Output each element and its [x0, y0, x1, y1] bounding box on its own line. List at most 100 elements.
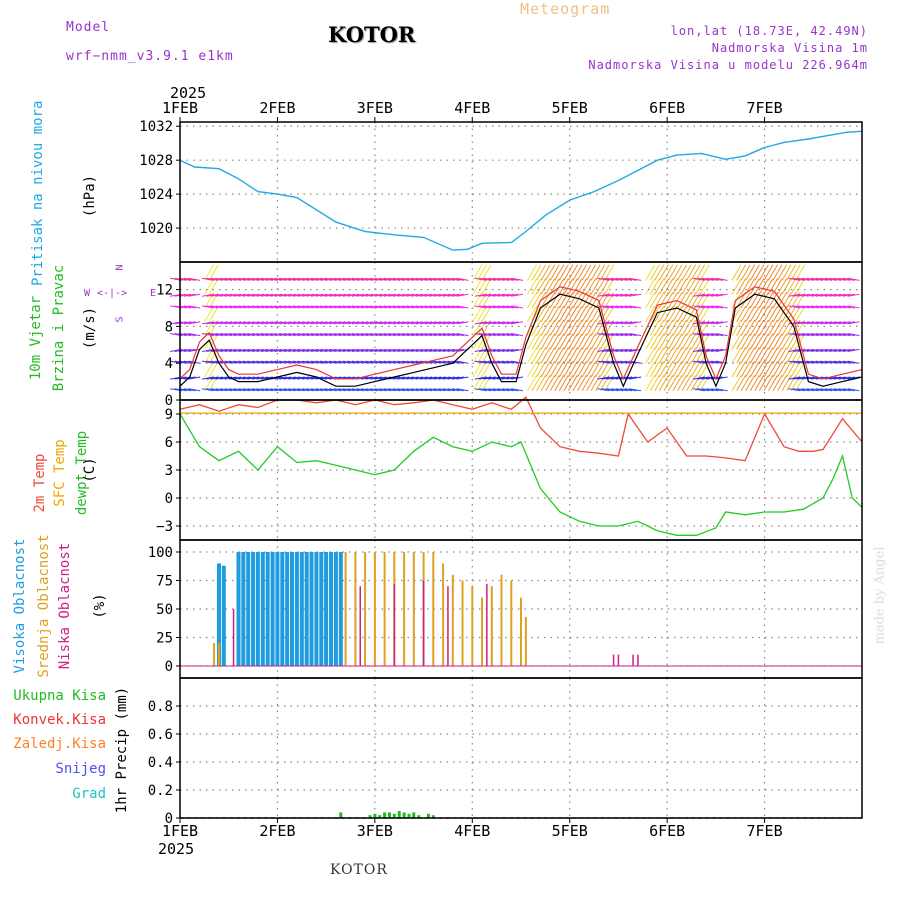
wind-barb	[786, 264, 797, 281]
wind-barb	[527, 305, 537, 323]
wind-barb	[251, 348, 264, 352]
wind-barb	[699, 333, 710, 350]
wind-barb	[711, 305, 724, 309]
wind-barb	[563, 333, 574, 350]
high-cloud-bar	[294, 552, 299, 666]
wind-barb	[215, 333, 228, 337]
wind-barb	[220, 321, 233, 325]
wind-barb	[247, 305, 260, 309]
wind-barb	[406, 321, 419, 325]
wind-barb	[211, 376, 223, 380]
wind-barb	[554, 264, 565, 281]
mid-cloud-bar	[344, 552, 347, 666]
wind-barb	[672, 305, 683, 323]
y-tick-label: 1024	[139, 187, 173, 203]
wind-barb	[501, 388, 514, 392]
wind-barb	[488, 388, 501, 392]
wind-barb	[365, 277, 378, 281]
wind-barb	[749, 264, 760, 281]
wind-barb	[256, 333, 269, 337]
wind-barb	[677, 264, 687, 281]
wind-barb	[777, 361, 788, 378]
wind-barb	[215, 388, 228, 392]
wind-barb	[265, 293, 278, 297]
wind-barb	[620, 388, 633, 392]
wind-barb	[429, 376, 442, 380]
wind-barb	[549, 264, 560, 281]
wind-barb	[361, 376, 373, 380]
wind-barb	[806, 333, 819, 337]
wind-barb	[792, 333, 805, 337]
wind-barb	[572, 278, 583, 295]
wind-barb	[692, 333, 705, 337]
wind-barb	[602, 360, 614, 364]
wind-barb	[581, 374, 592, 392]
wind-barb	[506, 348, 519, 352]
wind-barb	[511, 305, 524, 309]
wind-barb	[265, 333, 278, 337]
wind-barb	[397, 333, 410, 337]
wind-barb	[374, 360, 387, 364]
wind-barb	[179, 388, 192, 392]
wind-barb	[715, 376, 728, 380]
wind-barb	[279, 376, 292, 380]
wind-barb	[763, 305, 774, 323]
wind-barb	[690, 264, 701, 281]
wind-barb	[677, 305, 687, 323]
wind-barb	[806, 348, 819, 352]
wind-barb	[301, 305, 314, 309]
wind-barb	[224, 360, 237, 364]
wind-barb	[658, 333, 669, 350]
wind-barb	[604, 264, 615, 281]
wind-barb	[527, 347, 537, 364]
wind-barb	[261, 388, 273, 392]
wind-barb	[781, 319, 792, 336]
wind-barb	[624, 277, 637, 281]
wind-barb	[406, 348, 419, 352]
wind-barb	[361, 321, 373, 325]
wind-barb	[424, 305, 437, 309]
wind-barb	[201, 360, 214, 364]
wind-barb	[829, 305, 842, 309]
mid-cloud-bar	[451, 574, 454, 666]
low-cloud-bar	[632, 654, 634, 666]
wind-barb	[736, 333, 747, 350]
wind-barb	[251, 321, 264, 325]
wind-barb	[668, 333, 678, 350]
wind-barb	[731, 361, 742, 378]
mid-cloud-bar	[218, 643, 220, 666]
wind-barb	[472, 361, 483, 378]
wind-barb	[288, 293, 301, 297]
wind-barb	[754, 305, 765, 323]
high-cloud-bar	[329, 552, 333, 666]
wind-barb	[361, 333, 373, 337]
wind-barb	[429, 333, 442, 337]
mid-cloud-bar	[354, 552, 357, 666]
wind-barb	[497, 321, 510, 325]
wind-barb	[620, 293, 633, 297]
wind-barb	[338, 305, 351, 309]
high-cloud-bar	[304, 552, 309, 666]
wind-barb	[842, 333, 855, 337]
panel-frame	[179, 261, 863, 401]
wind-barb	[365, 321, 378, 325]
wind-barb	[311, 293, 323, 297]
wind-barb	[477, 264, 487, 281]
precip-bar	[412, 812, 416, 818]
wind-barb	[620, 333, 633, 337]
wind-barb	[456, 305, 469, 309]
wind-barb	[288, 333, 301, 337]
wind-barb	[433, 321, 446, 325]
wind-barb	[401, 388, 414, 392]
wind-barb	[567, 264, 578, 281]
wind-barb	[815, 333, 828, 337]
wind-barb	[188, 376, 201, 380]
wind-barb	[763, 278, 774, 295]
wind-barb	[397, 388, 410, 392]
x-tick-label-bottom: 2FEB	[259, 822, 295, 840]
wind-barb	[842, 376, 855, 380]
wind-barb	[706, 321, 719, 325]
wind-barb	[206, 321, 219, 325]
wind-barb	[824, 388, 837, 392]
wind-barb	[686, 333, 697, 350]
